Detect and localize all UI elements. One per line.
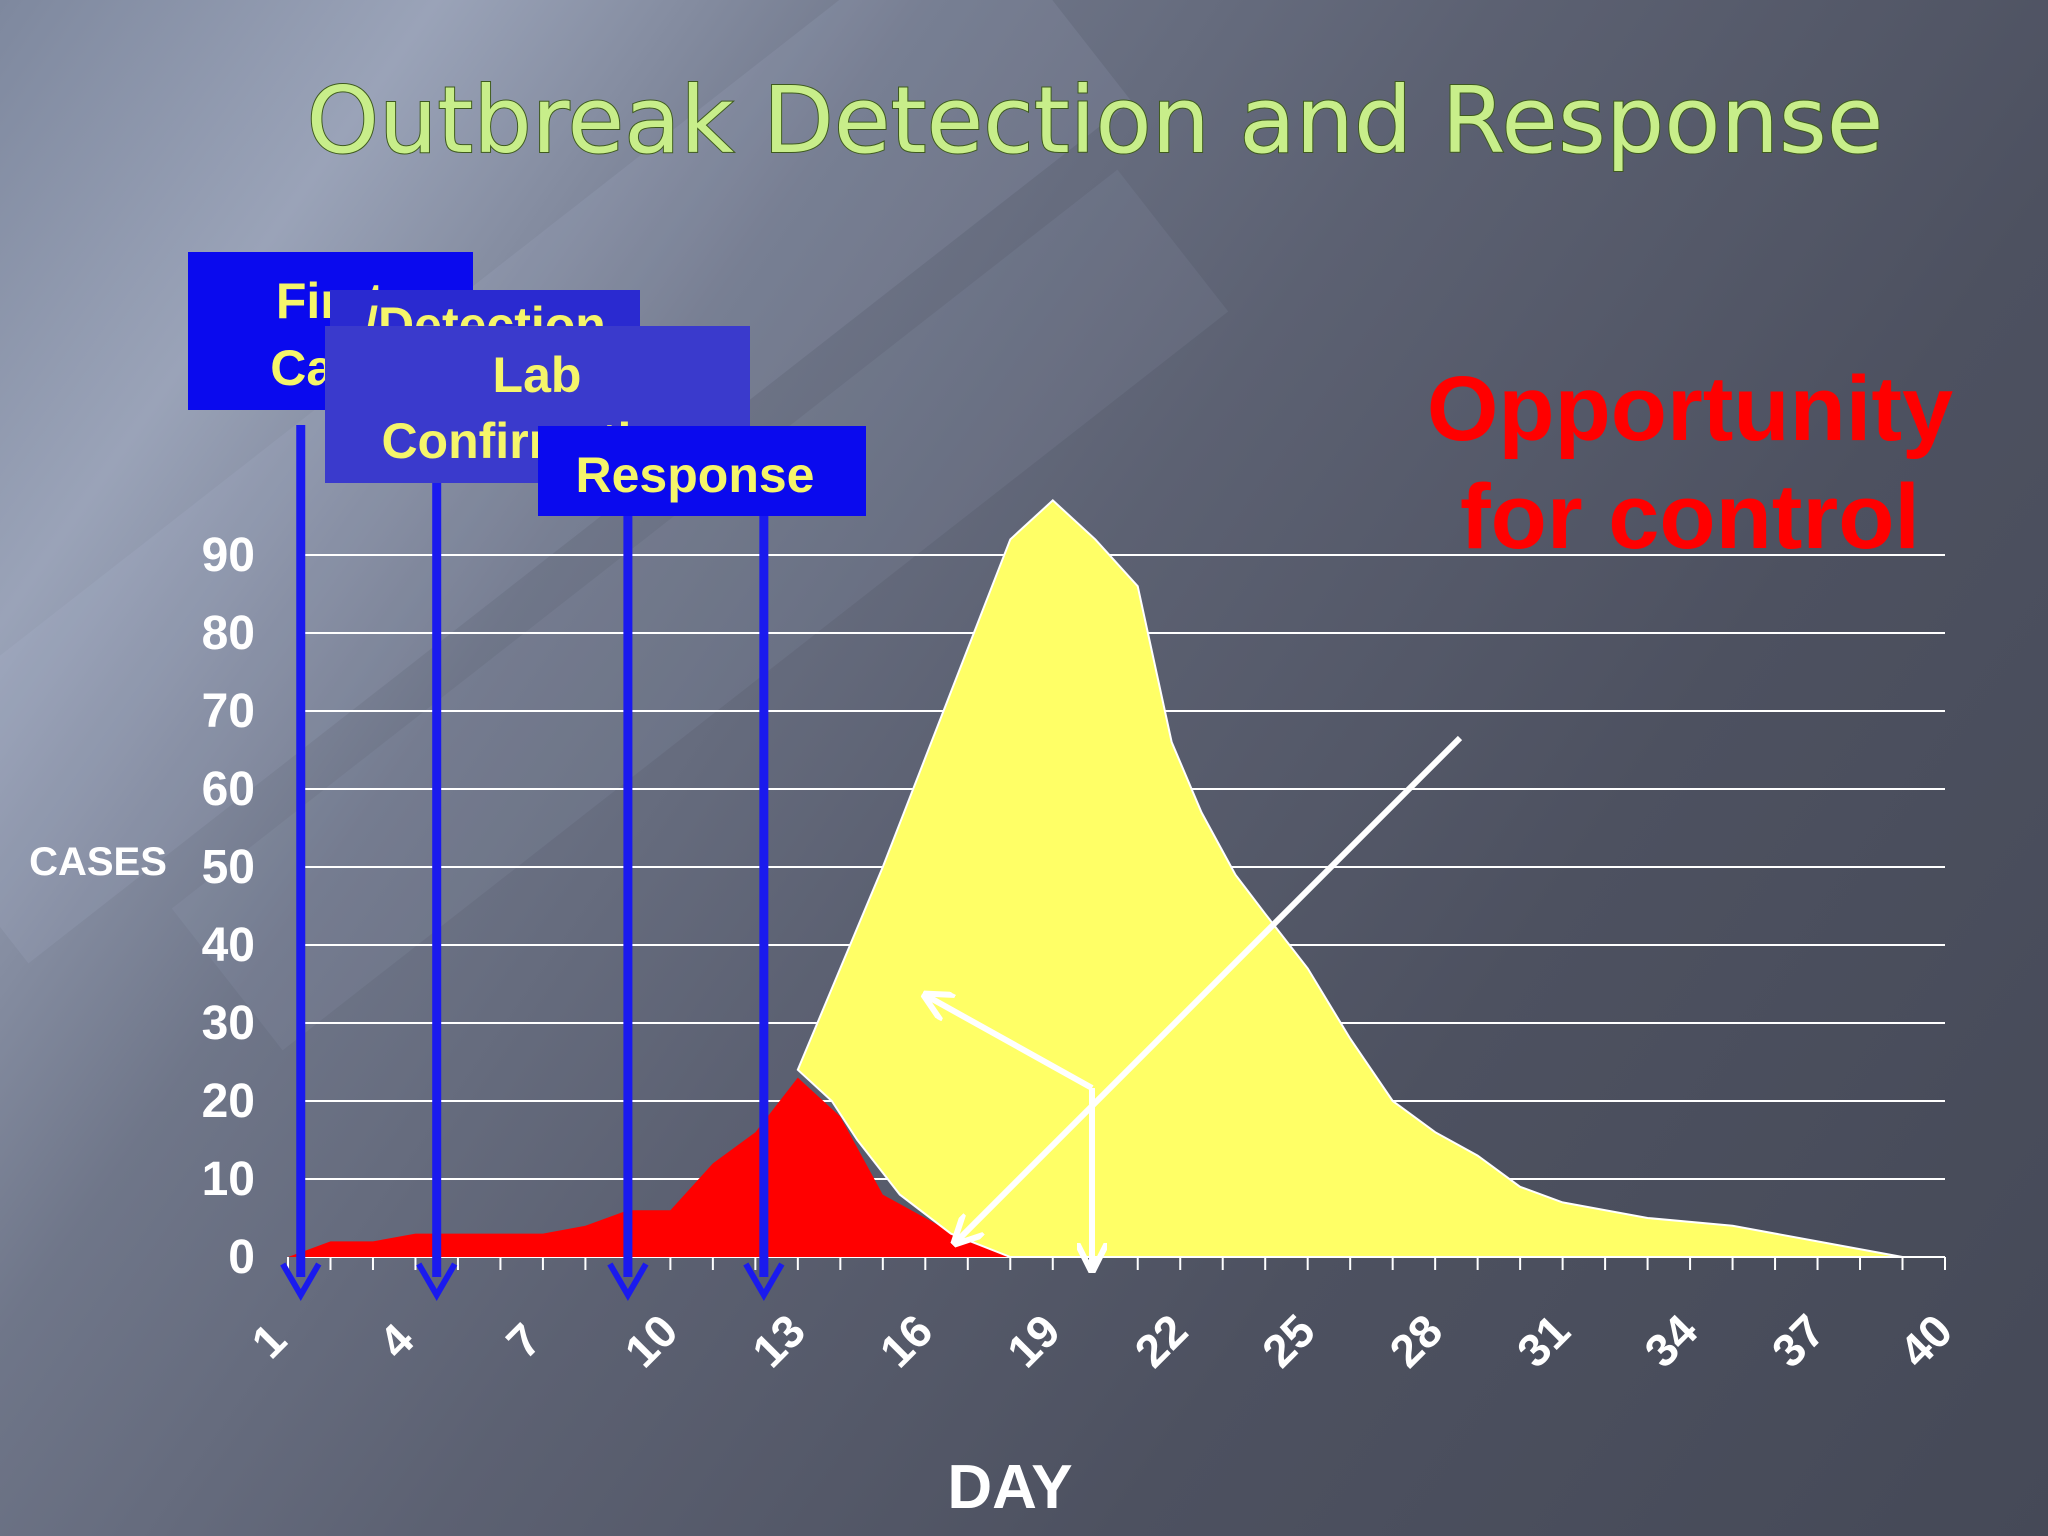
potential-cases-area bbox=[796, 499, 1903, 1258]
x-tick-label: 10 bbox=[615, 1304, 688, 1377]
y-tick-label: 40 bbox=[202, 919, 255, 972]
y-tick-label: 80 bbox=[202, 607, 255, 660]
response-box bbox=[538, 426, 866, 516]
x-tick-label: 25 bbox=[1252, 1304, 1325, 1377]
y-tick-label: 10 bbox=[202, 1153, 255, 1206]
x-tick-label: 31 bbox=[1507, 1304, 1580, 1377]
milestone-chevron bbox=[743, 1262, 785, 1301]
control-arrow-diagonal bbox=[955, 735, 1463, 1243]
x-tick-label: 16 bbox=[870, 1304, 943, 1377]
control-arrow-left bbox=[925, 995, 1094, 1091]
x-tick-label: 37 bbox=[1762, 1304, 1835, 1377]
opportunity-label-line2: for control bbox=[1460, 466, 1920, 568]
y-tick-label: 70 bbox=[202, 685, 255, 738]
x-axis-label: DAY bbox=[947, 1453, 1072, 1522]
y-tick-label: 90 bbox=[202, 529, 255, 582]
chart-title: Outbreak Detection and Response bbox=[307, 67, 1884, 174]
x-tick-label: 7 bbox=[496, 1313, 551, 1368]
response-label: Response bbox=[576, 447, 815, 503]
opportunity-label-line1: Opportunity bbox=[1427, 358, 1953, 460]
x-tick-label: 19 bbox=[997, 1304, 1070, 1377]
milestone-chevron bbox=[416, 1262, 458, 1301]
x-axis-ticks: 1 4 7 10 13 16 19 22 25 28 31 34 37 40 bbox=[241, 1257, 1962, 1377]
milestone-lines bbox=[280, 425, 785, 1301]
y-tick-label: 0 bbox=[228, 1231, 255, 1284]
x-tick-label: 34 bbox=[1634, 1304, 1707, 1377]
x-tick-label: 1 bbox=[241, 1313, 296, 1368]
x-tick-label: 13 bbox=[742, 1304, 815, 1377]
x-tick-label: 28 bbox=[1379, 1304, 1452, 1377]
y-tick-label: 60 bbox=[202, 763, 255, 816]
milestone-chevron bbox=[607, 1262, 649, 1301]
x-tick-label: 40 bbox=[1889, 1304, 1962, 1377]
y-tick-label: 20 bbox=[202, 1075, 255, 1128]
x-tick-label: 4 bbox=[369, 1313, 424, 1368]
y-tick-label: 30 bbox=[202, 997, 255, 1050]
lab-label-line1: Lab bbox=[493, 347, 582, 403]
y-tick-label: 50 bbox=[202, 841, 255, 894]
y-axis-label: CASES bbox=[29, 840, 167, 884]
x-tick-label: 22 bbox=[1124, 1304, 1197, 1377]
milestone-chevron bbox=[280, 1262, 322, 1301]
y-axis-ticks: 0 10 20 30 40 50 60 70 80 90 bbox=[202, 529, 255, 1284]
actual-cases-area bbox=[288, 1077, 1011, 1257]
